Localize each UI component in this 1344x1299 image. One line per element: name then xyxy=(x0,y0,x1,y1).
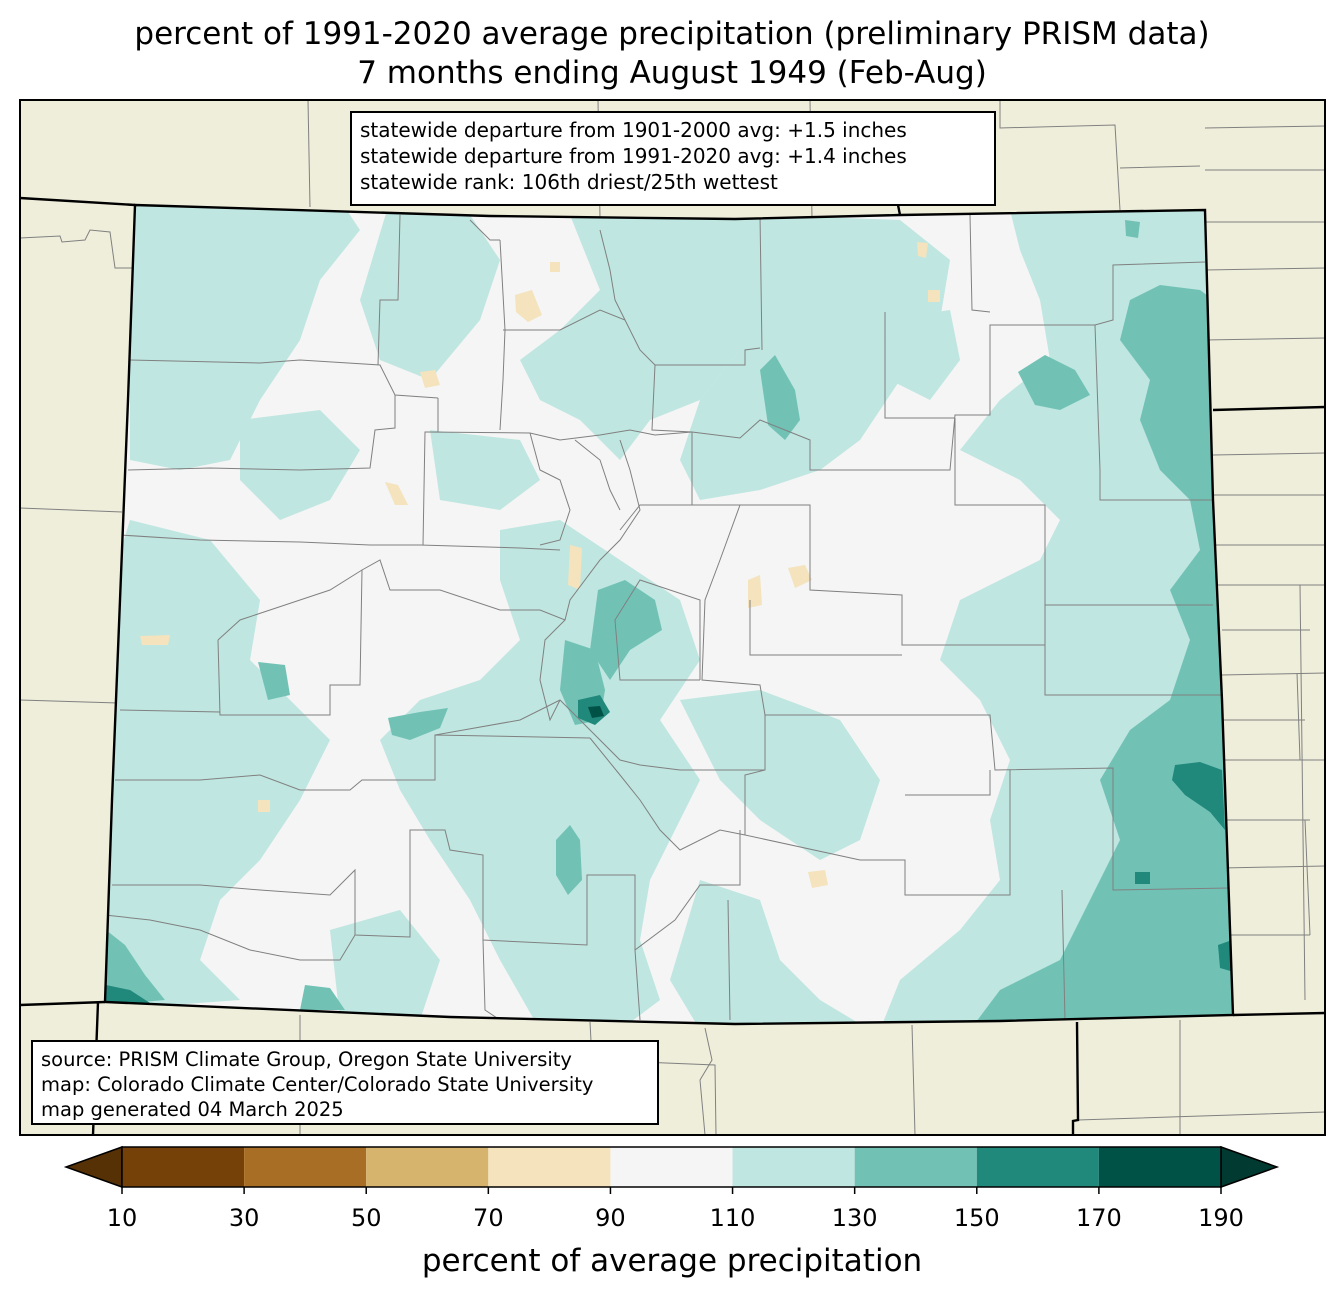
colorbar-bin-10-30 xyxy=(122,1147,245,1187)
colorbar-tick-label: 10 xyxy=(106,1204,138,1232)
colorbar-bin-150-170 xyxy=(976,1147,1099,1187)
colorbar-bin-50-70 xyxy=(366,1147,489,1187)
colorbar-tick-label: 130 xyxy=(831,1204,878,1232)
colorbar-bin-70-90 xyxy=(488,1147,611,1187)
colorbar-tick-label: 70 xyxy=(473,1204,504,1232)
colorbar-bin-130-150 xyxy=(854,1147,977,1187)
map-subtitle: 7 months ending August 1949 (Feb-Aug) xyxy=(357,55,987,91)
new-mexico-oklahoma-border xyxy=(1071,1021,1080,1135)
nebraska-kansas-border xyxy=(1212,405,1326,412)
colorbar-tick-label: 110 xyxy=(709,1204,756,1232)
source-line: source: PRISM Climate Group, Oregon Stat… xyxy=(41,1048,572,1071)
map-frame xyxy=(19,99,1326,1136)
colorbar-under-arrow xyxy=(63,1145,123,1189)
stats-departure-1991: statewide departure from 1991-2020 avg: … xyxy=(360,144,907,168)
stats-rank: statewide rank: 106th driest/25th wettes… xyxy=(360,170,778,194)
colorbar-over-arrow xyxy=(1220,1145,1280,1189)
neighbor-county-lines xyxy=(19,99,1326,1136)
colorbar-tick-label: 50 xyxy=(350,1204,382,1232)
colorbar-bin-170-190 xyxy=(1098,1147,1221,1187)
oklahoma-border xyxy=(1232,1011,1326,1017)
colorado-outline xyxy=(103,203,1235,1026)
colorbar xyxy=(63,1145,1280,1194)
colorbar-tick-label: 150 xyxy=(953,1204,1000,1232)
colorbar-bin-30-50 xyxy=(244,1147,367,1187)
state-borders xyxy=(19,196,1326,1136)
colorbar-bin-110-130 xyxy=(732,1147,855,1187)
colorbar-tick-label: 170 xyxy=(1075,1204,1122,1232)
stats-departure-1901: statewide departure from 1901-2000 avg: … xyxy=(360,118,907,142)
map-title: percent of 1991-2020 average precipitati… xyxy=(134,16,1210,52)
colorado-county-lines xyxy=(105,214,1231,1021)
colorbar-label: percent of average precipitation xyxy=(421,1243,923,1279)
wyoming-border-west xyxy=(19,196,136,207)
source-credit-box: source: PRISM Climate Group, Oregon Stat… xyxy=(31,1040,659,1125)
generated-date-line: map generated 04 March 2025 xyxy=(41,1098,344,1121)
colorbar-outline xyxy=(121,1146,1222,1188)
colorbar-tick-label: 90 xyxy=(595,1204,626,1232)
statewide-stats-box: statewide departure from 1901-2000 avg: … xyxy=(350,111,996,206)
colorbar-bin-90-110 xyxy=(610,1147,733,1187)
colorbar-tick-label: 190 xyxy=(1198,1204,1244,1232)
colorbar-tick-label: 30 xyxy=(228,1204,260,1232)
map-credit-line: map: Colorado Climate Center/Colorado St… xyxy=(41,1073,594,1096)
wyoming-notch xyxy=(896,204,902,216)
